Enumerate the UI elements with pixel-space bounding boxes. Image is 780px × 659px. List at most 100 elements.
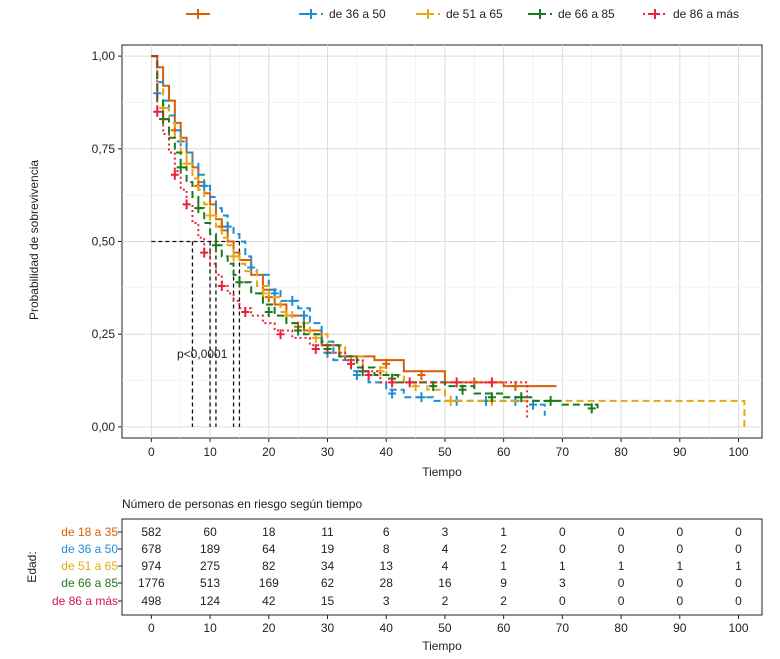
legend-label: de 36 a 50: [329, 7, 386, 21]
censor-mark: [288, 295, 297, 306]
x-tick-label: 50: [438, 445, 452, 459]
risk-cell: 1: [618, 559, 625, 573]
risk-cell: 3: [442, 525, 449, 539]
risk-cell: 0: [618, 576, 625, 590]
risk-cell: 2: [442, 594, 449, 608]
censor-mark: [223, 221, 232, 232]
x-tick-label: 100: [728, 445, 748, 459]
series-line-1: [151, 55, 546, 416]
censor-mark: [487, 392, 496, 403]
x-axis-label: Tiempo: [422, 465, 462, 479]
censor-mark: [200, 180, 209, 191]
risk-x-tick-label: 40: [380, 621, 394, 635]
censor-mark: [587, 403, 596, 414]
risk-cell: 974: [141, 559, 161, 573]
risk-x-tick-label: 10: [203, 621, 217, 635]
risk-cell: 0: [618, 525, 625, 539]
legend-key-cross: [535, 9, 545, 19]
risk-cell: 1776: [138, 576, 165, 590]
risk-x-tick-label: 60: [497, 621, 511, 635]
risk-row-4: de 86 a más 498 124 42 15 3 2 2 0 0 0 0: [52, 594, 742, 608]
x-tick-label: 90: [673, 445, 687, 459]
x-tick-label: 10: [203, 445, 217, 459]
risk-row-2: de 51 a 65 974 275 82 34 13 4 1 1 1 1 1: [61, 559, 742, 573]
risk-cell: 1: [676, 559, 683, 573]
risk-row-label: de 18 a 35: [61, 525, 118, 539]
risk-x-tick-label: 90: [673, 621, 687, 635]
legend-entry-0: [186, 9, 210, 19]
censor-mark: [200, 247, 209, 258]
risk-cell: 0: [735, 576, 742, 590]
series-line-4: [151, 55, 529, 420]
risk-cell: 0: [559, 525, 566, 539]
series-4: [151, 55, 529, 420]
risk-cell: 4: [442, 559, 449, 573]
risk-cell: 13: [380, 559, 394, 573]
risk-cell: 582: [141, 525, 161, 539]
censor-mark: [264, 306, 273, 317]
censor-mark: [229, 251, 238, 262]
risk-cell: 513: [200, 576, 220, 590]
risk-cell: 0: [676, 594, 683, 608]
risk-cell: 2: [500, 594, 507, 608]
censor-mark: [405, 377, 414, 388]
censor-mark: [446, 395, 455, 406]
censor-mark: [364, 369, 373, 380]
risk-cell: 678: [141, 542, 161, 556]
censor-mark: [311, 344, 320, 355]
censor-mark: [388, 377, 397, 388]
censor-mark: [458, 384, 467, 395]
risk-cell: 3: [559, 576, 566, 590]
legend-label: de 86 a más: [673, 7, 739, 21]
x-tick-label: 20: [262, 445, 276, 459]
risk-row-label: de 86 a más: [52, 594, 118, 608]
risk-cell: 189: [200, 542, 220, 556]
risk-row-1: de 36 a 50 678 189 64 19 8 4 2 0 0 0 0: [61, 542, 742, 556]
legend-label: de 66 a 85: [558, 7, 615, 21]
censor-mark: [276, 329, 285, 340]
risk-x-tick-label: 100: [728, 621, 748, 635]
risk-cell: 0: [735, 594, 742, 608]
risk-cell: 42: [262, 594, 276, 608]
risk-table-x-axis: 0 10 20 30 40 50 60 70 80 90 100: [148, 615, 749, 635]
risk-cell: 11: [321, 525, 334, 539]
risk-cell: 0: [735, 542, 742, 556]
risk-cell: 0: [618, 594, 625, 608]
x-tick-label: 60: [497, 445, 511, 459]
censor-mark: [170, 169, 179, 180]
legend-key-cross: [193, 9, 203, 19]
censor-mark: [241, 306, 250, 317]
risk-cell: 62: [321, 576, 335, 590]
risk-row-label: de 66 a 85: [61, 576, 118, 590]
risk-cell: 0: [676, 576, 683, 590]
risk-cell: 0: [559, 542, 566, 556]
y-tick-label: 0,50: [92, 235, 116, 249]
risk-cell: 0: [735, 525, 742, 539]
censor-mark: [452, 377, 461, 388]
risk-cell: 0: [676, 525, 683, 539]
censor-mark: [300, 310, 309, 321]
censor-mark: [211, 240, 220, 251]
censor-mark: [153, 106, 162, 117]
grid: [122, 45, 762, 438]
legend-key-cross: [306, 9, 316, 19]
y-tick-label: 0,25: [92, 327, 116, 341]
x-tick-label: 80: [614, 445, 628, 459]
risk-x-tick-label: 80: [614, 621, 628, 635]
series-layer: [151, 55, 746, 427]
risk-x-tick-label: 0: [148, 621, 155, 635]
risk-x-tick-label: 20: [262, 621, 276, 635]
censor-mark: [517, 392, 526, 403]
risk-cell: 2: [500, 542, 507, 556]
risk-cell: 124: [200, 594, 220, 608]
risk-cell: 0: [559, 594, 566, 608]
risk-x-axis-label: Tiempo: [422, 639, 462, 653]
risk-cell: 1: [500, 559, 507, 573]
x-axis: 0 10 20 30 40 50 60 70 80 90 100: [148, 438, 749, 459]
risk-cell: 275: [200, 559, 220, 573]
risk-table-title: Número de personas en riesgo según tiemp…: [122, 497, 362, 511]
legend-entry-1: de 36 a 50: [299, 7, 386, 21]
legend-label: de 51 a 65: [446, 7, 503, 21]
risk-cell: 60: [203, 525, 217, 539]
